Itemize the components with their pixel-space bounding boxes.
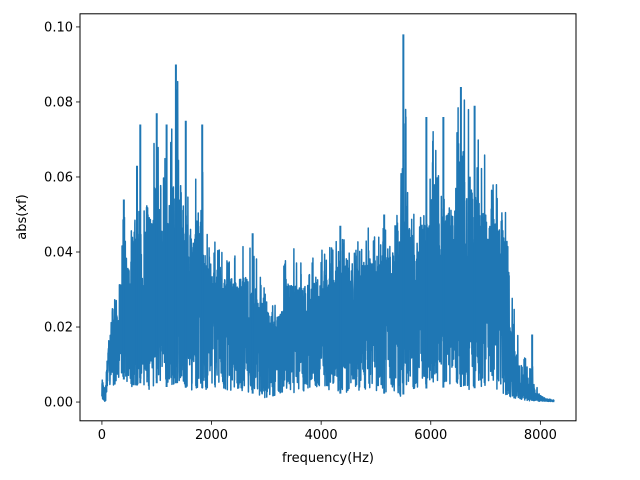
x-axis-label: frequency(Hz) [282, 451, 374, 466]
plot-area [101, 34, 555, 403]
y-tick-label: 0.08 [44, 95, 73, 110]
y-tick-label: 0.10 [44, 20, 73, 35]
y-axis-label: abs(xf) [15, 194, 30, 239]
y-tick-label: 0.04 [44, 245, 73, 260]
x-tick-label: 4000 [305, 428, 338, 443]
x-tick-label: 2000 [195, 428, 228, 443]
x-tick-label: 0 [98, 428, 106, 443]
x-tick-label: 8000 [524, 428, 557, 443]
y-tick-label: 0.00 [44, 396, 73, 411]
y-tick-label: 0.02 [44, 321, 73, 336]
y-axis: 0.00 0.02 0.04 0.06 0.08 0.10 [44, 20, 80, 411]
spectrum-series-line [101, 80, 555, 403]
x-axis: 0 2000 4000 6000 8000 [98, 420, 557, 443]
y-tick-label: 0.06 [44, 170, 73, 185]
x-tick-label: 6000 [414, 428, 447, 443]
axes-frame [79, 13, 577, 422]
